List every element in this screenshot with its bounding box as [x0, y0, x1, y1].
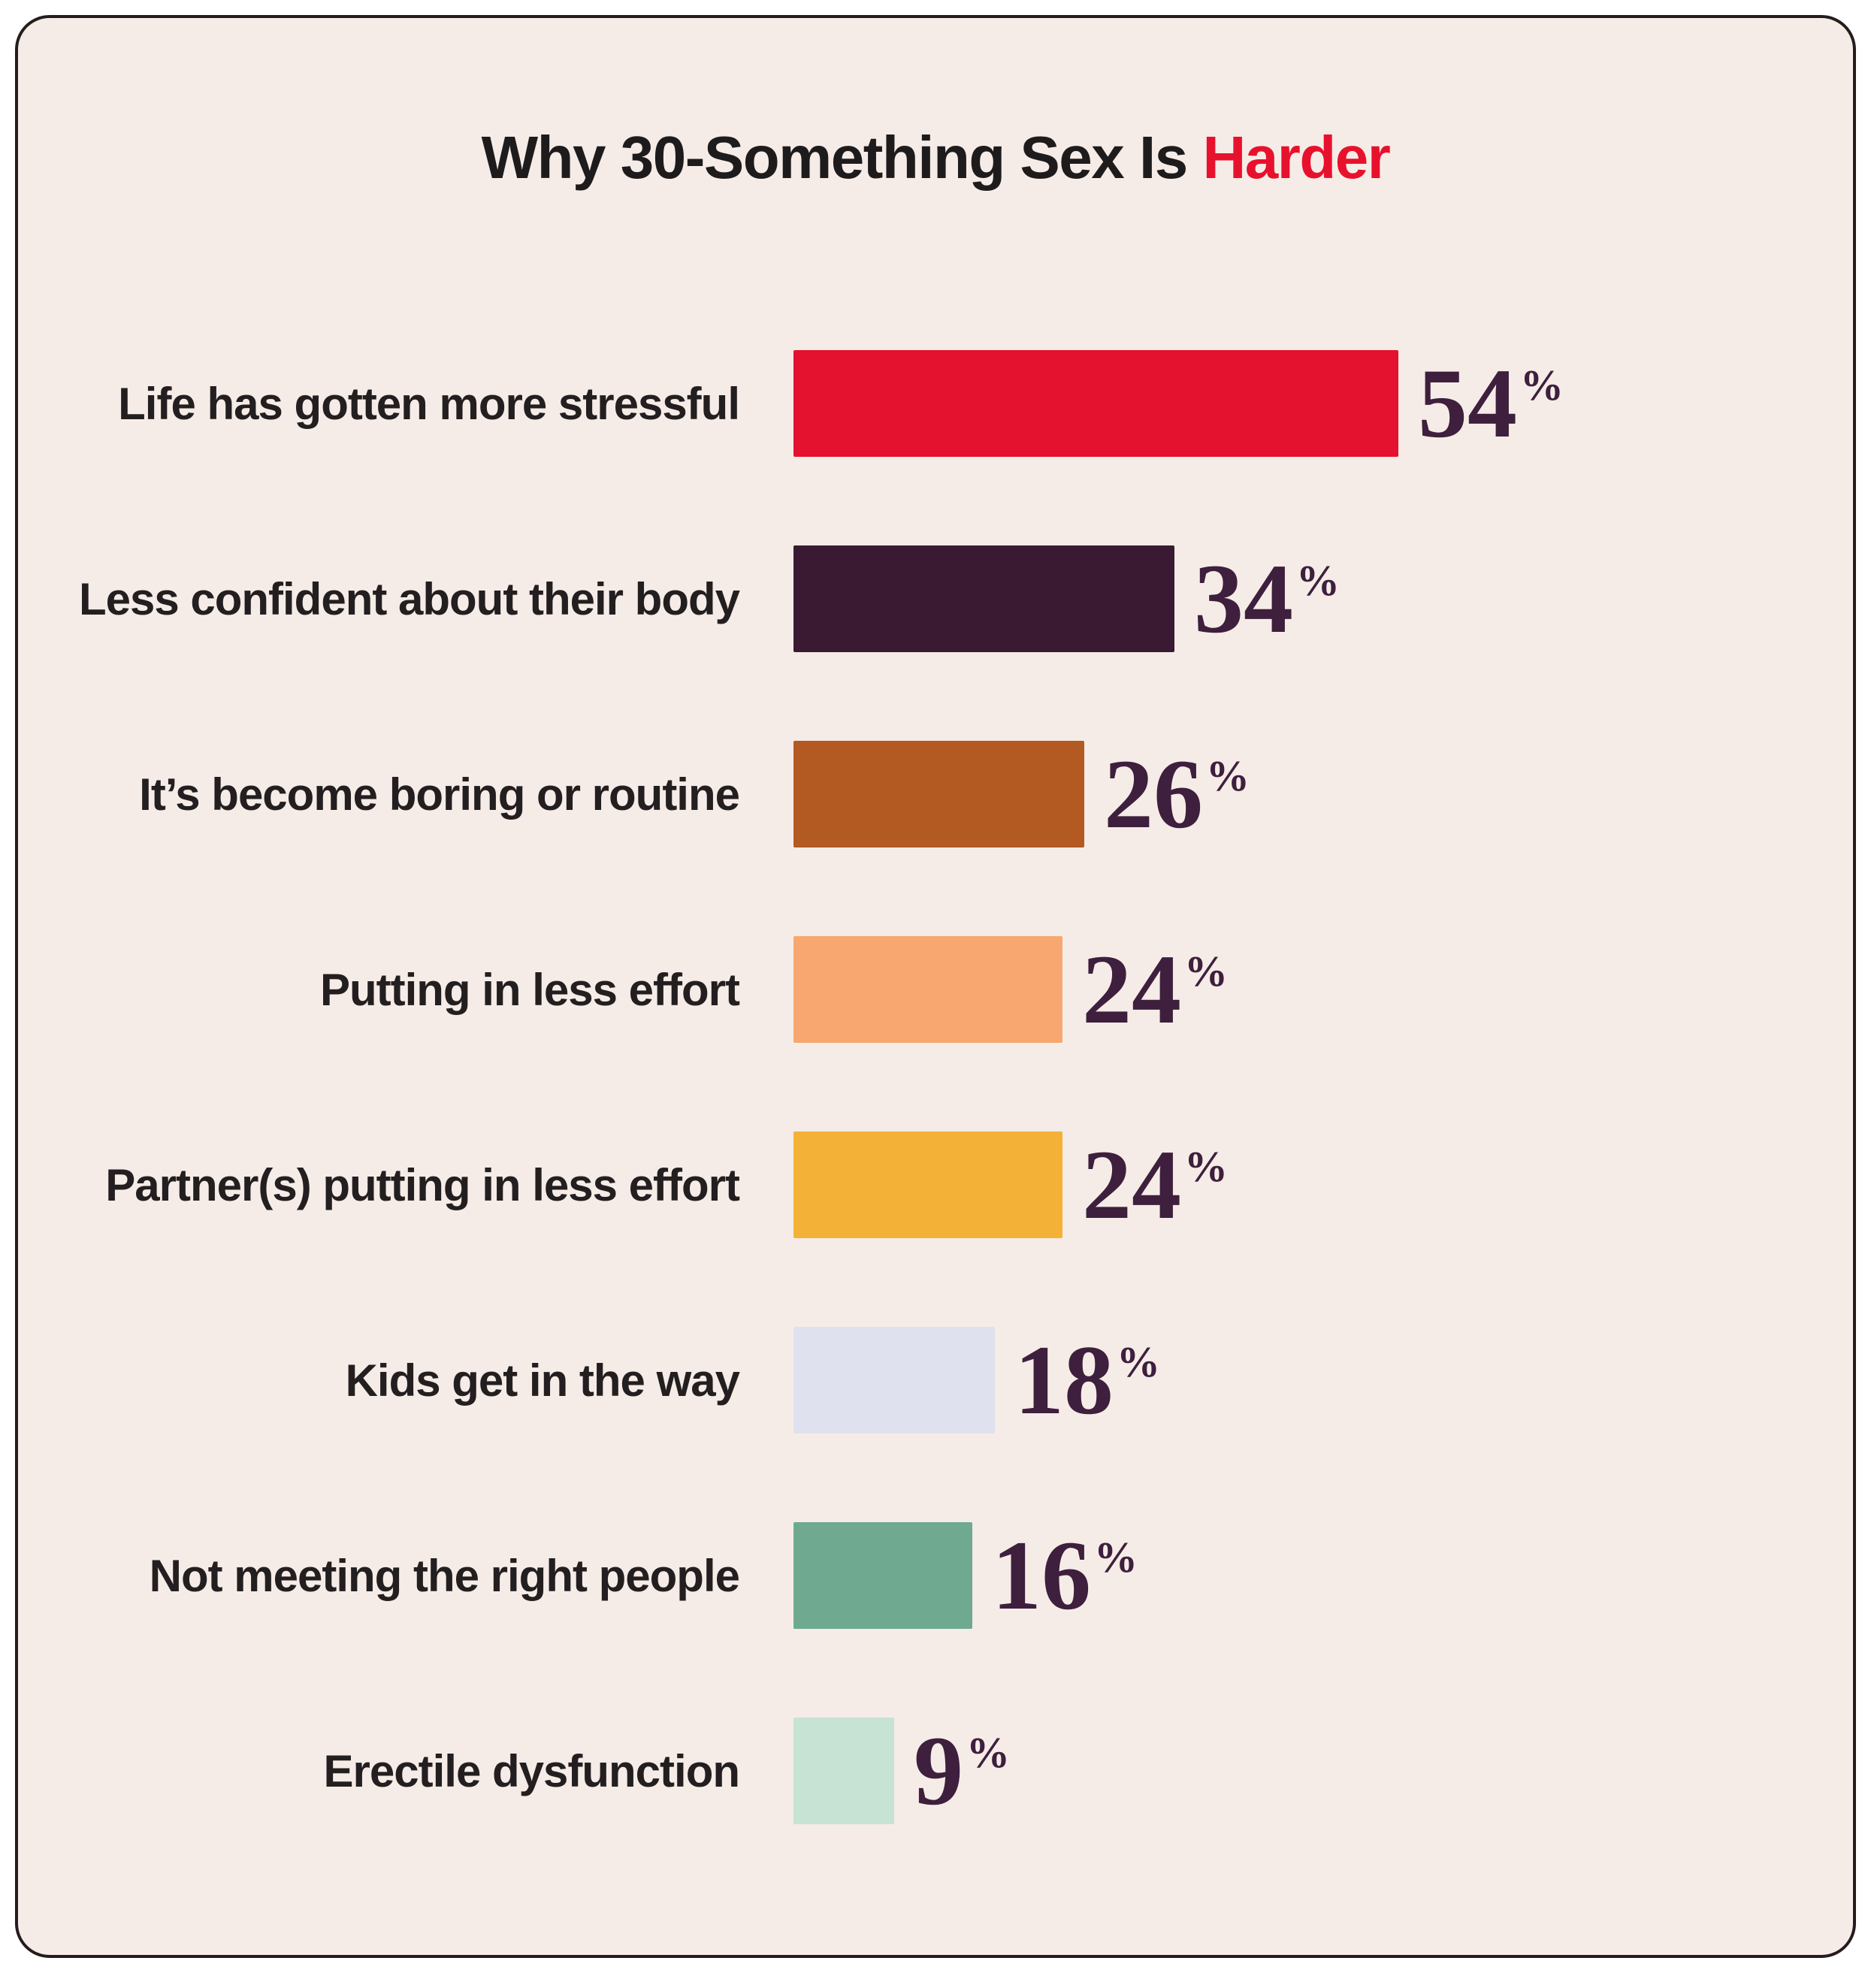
value-number: 18 [1014, 1325, 1114, 1435]
chart-row: Partner(s) putting in less effort 24% [18, 1131, 1853, 1238]
bar-wrap: 9% [793, 1718, 1010, 1824]
value-label: 24% [1082, 940, 1228, 1039]
value-number: 26 [1104, 739, 1203, 849]
value-number: 34 [1194, 543, 1293, 654]
bar-wrap: 34% [793, 545, 1340, 652]
chart-title-accent: Harder [1202, 124, 1390, 191]
bar-chart: Life has gotten more stressful 54% Less … [18, 350, 1853, 1824]
bar [793, 1327, 995, 1434]
bar [793, 1718, 894, 1824]
category-label: Not meeting the right people [149, 1550, 740, 1601]
bar [793, 741, 1084, 847]
bar-wrap: 54% [793, 350, 1564, 457]
bar [793, 1131, 1062, 1238]
bar [793, 936, 1062, 1043]
value-number: 16 [992, 1520, 1091, 1630]
chart-row: Putting in less effort 24% [18, 936, 1853, 1043]
percent-sign: % [1184, 1141, 1228, 1191]
value-label: 26% [1104, 745, 1250, 844]
value-number: 24 [1082, 934, 1181, 1044]
category-label: Less confident about their body [78, 573, 740, 624]
bar [793, 1522, 972, 1629]
bar-wrap: 26% [793, 741, 1250, 847]
category-label: It’s become boring or routine [139, 769, 740, 820]
percent-sign: % [1520, 360, 1564, 409]
chart-row: Less confident about their body 34% [18, 545, 1853, 652]
bar [793, 545, 1174, 652]
value-label: 54% [1418, 354, 1564, 453]
bar-wrap: 18% [793, 1327, 1160, 1434]
chart-row: Kids get in the way 18% [18, 1327, 1853, 1434]
chart-title-main: Why 30-Something Sex Is [481, 124, 1189, 191]
chart-title: Why 30-Something Sex Is Harder [18, 123, 1853, 192]
value-number: 24 [1082, 1129, 1181, 1240]
percent-sign: % [1296, 555, 1340, 605]
category-label: Kids get in the way [345, 1355, 740, 1406]
value-number: 9 [914, 1715, 963, 1826]
category-label: Partner(s) putting in less effort [105, 1159, 740, 1210]
chart-row: It’s become boring or routine 26% [18, 741, 1853, 847]
percent-sign: % [1206, 751, 1250, 800]
bar-wrap: 24% [793, 1131, 1228, 1238]
percent-sign: % [1094, 1532, 1138, 1582]
value-label: 16% [992, 1526, 1138, 1625]
percent-sign: % [1117, 1337, 1160, 1386]
chart-row: Life has gotten more stressful 54% [18, 350, 1853, 457]
value-label: 34% [1194, 549, 1340, 648]
category-label: Erectile dysfunction [323, 1745, 740, 1796]
category-label: Life has gotten more stressful [118, 378, 740, 429]
chart-row: Erectile dysfunction 9% [18, 1718, 1853, 1824]
category-label: Putting in less effort [319, 964, 740, 1015]
chart-row: Not meeting the right people 16% [18, 1522, 1853, 1629]
value-label: 24% [1082, 1135, 1228, 1234]
value-label: 9% [914, 1721, 1010, 1820]
bar-wrap: 24% [793, 936, 1228, 1043]
percent-sign: % [966, 1727, 1010, 1777]
value-label: 18% [1014, 1331, 1160, 1430]
bar-wrap: 16% [793, 1522, 1138, 1629]
chart-card: Why 30-Something Sex Is Harder Life has … [15, 15, 1856, 1958]
value-number: 54 [1418, 348, 1517, 458]
bar [793, 350, 1398, 457]
percent-sign: % [1184, 946, 1228, 996]
